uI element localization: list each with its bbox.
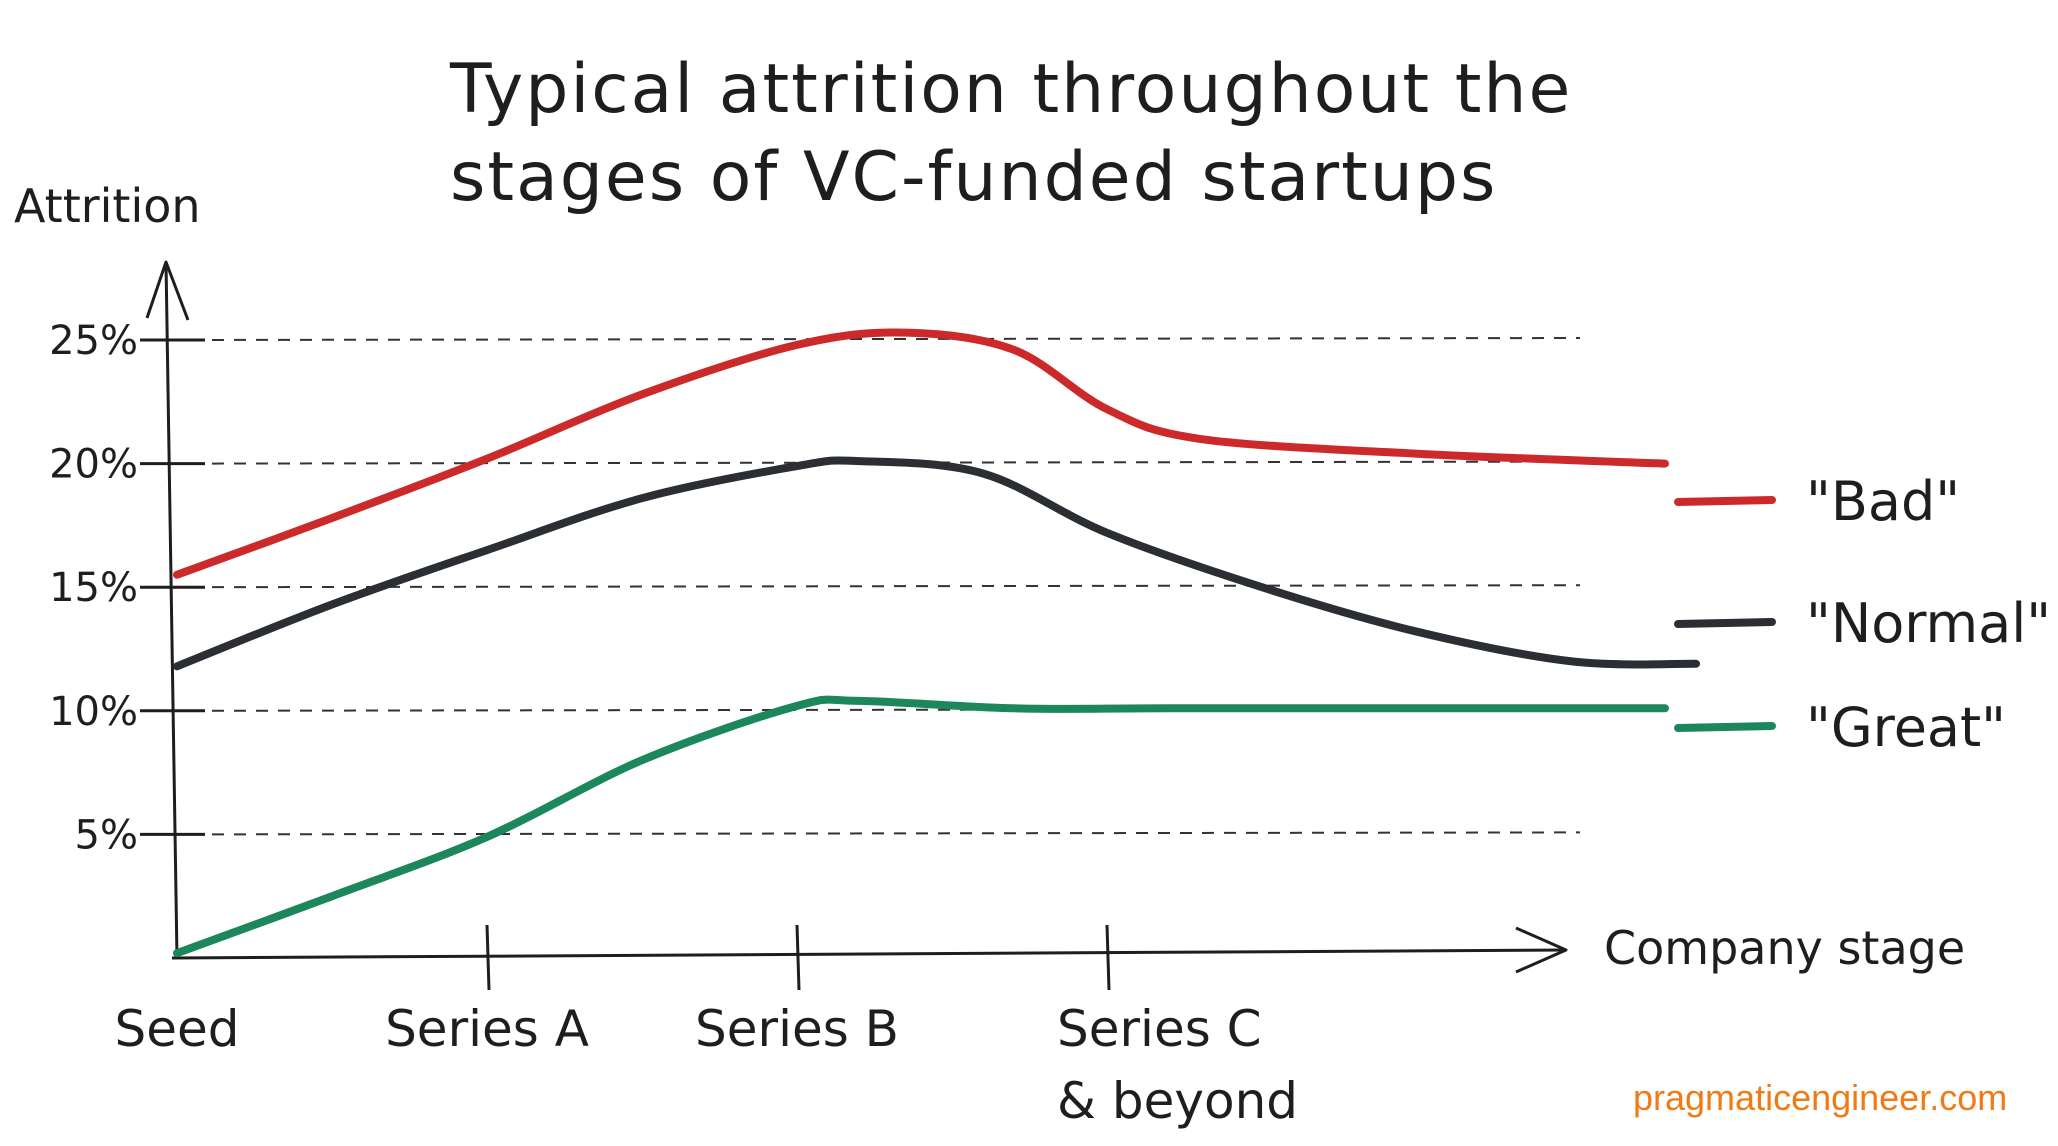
y-tick-labels: 5% 10% 15% 20% 25%	[49, 318, 138, 858]
legend-label: "Bad"	[1806, 470, 1960, 533]
y-tick-label: 5%	[75, 812, 138, 858]
x-category-label: Seed	[115, 1000, 240, 1058]
series-line	[173, 456, 1700, 671]
x-axis-label: Company stage	[1604, 921, 1965, 975]
chart-title-line-1: Typical attrition throughout the	[449, 50, 1572, 129]
gridline	[189, 337, 1581, 341]
x-category-labels: Seed Series A Series B Series C & beyond	[115, 1000, 1299, 1130]
series-line	[173, 695, 1669, 958]
y-axis-arrow	[145, 260, 190, 321]
x-category-label: Series B	[695, 1000, 899, 1058]
legend-swatch	[1674, 618, 1776, 628]
x-axis-ticks	[485, 924, 1111, 991]
gridline	[189, 831, 1581, 836]
x-tick	[795, 924, 801, 991]
y-axis-label: Attrition	[14, 179, 201, 233]
legend: "Bad" "Normal" "Great"	[1674, 470, 2051, 759]
legend-swatch	[1674, 722, 1776, 732]
x-category-label: & beyond	[1057, 1072, 1298, 1130]
legend-label: "Normal"	[1806, 592, 2051, 655]
legend-label: "Great"	[1806, 696, 2006, 759]
legend-swatch	[1674, 496, 1776, 506]
y-tick-label: 25%	[49, 318, 138, 364]
x-axis-line	[171, 948, 1567, 960]
x-category-label: Series A	[385, 1000, 589, 1058]
x-category-label: Series C	[1057, 1000, 1262, 1058]
watermark: pragmaticengineer.com	[1633, 1077, 2007, 1118]
gridline	[189, 707, 1581, 712]
chart-title: Typical attrition throughout the stages …	[449, 50, 1572, 217]
chart-title-line-2: stages of VC-funded startups	[450, 138, 1497, 217]
y-tick-label: 15%	[49, 565, 138, 611]
y-tick-label: 20%	[49, 442, 138, 488]
y-axis	[145, 260, 190, 959]
x-tick	[1105, 924, 1111, 991]
gridlines	[189, 337, 1581, 836]
series-lines	[173, 328, 1700, 958]
y-tick-label: 10%	[49, 689, 138, 735]
x-axis-arrow	[1515, 926, 1568, 974]
x-axis	[171, 926, 1568, 974]
series-line	[173, 328, 1669, 579]
gridline	[189, 584, 1581, 589]
y-axis-line	[164, 261, 179, 959]
gridline	[189, 460, 1581, 465]
